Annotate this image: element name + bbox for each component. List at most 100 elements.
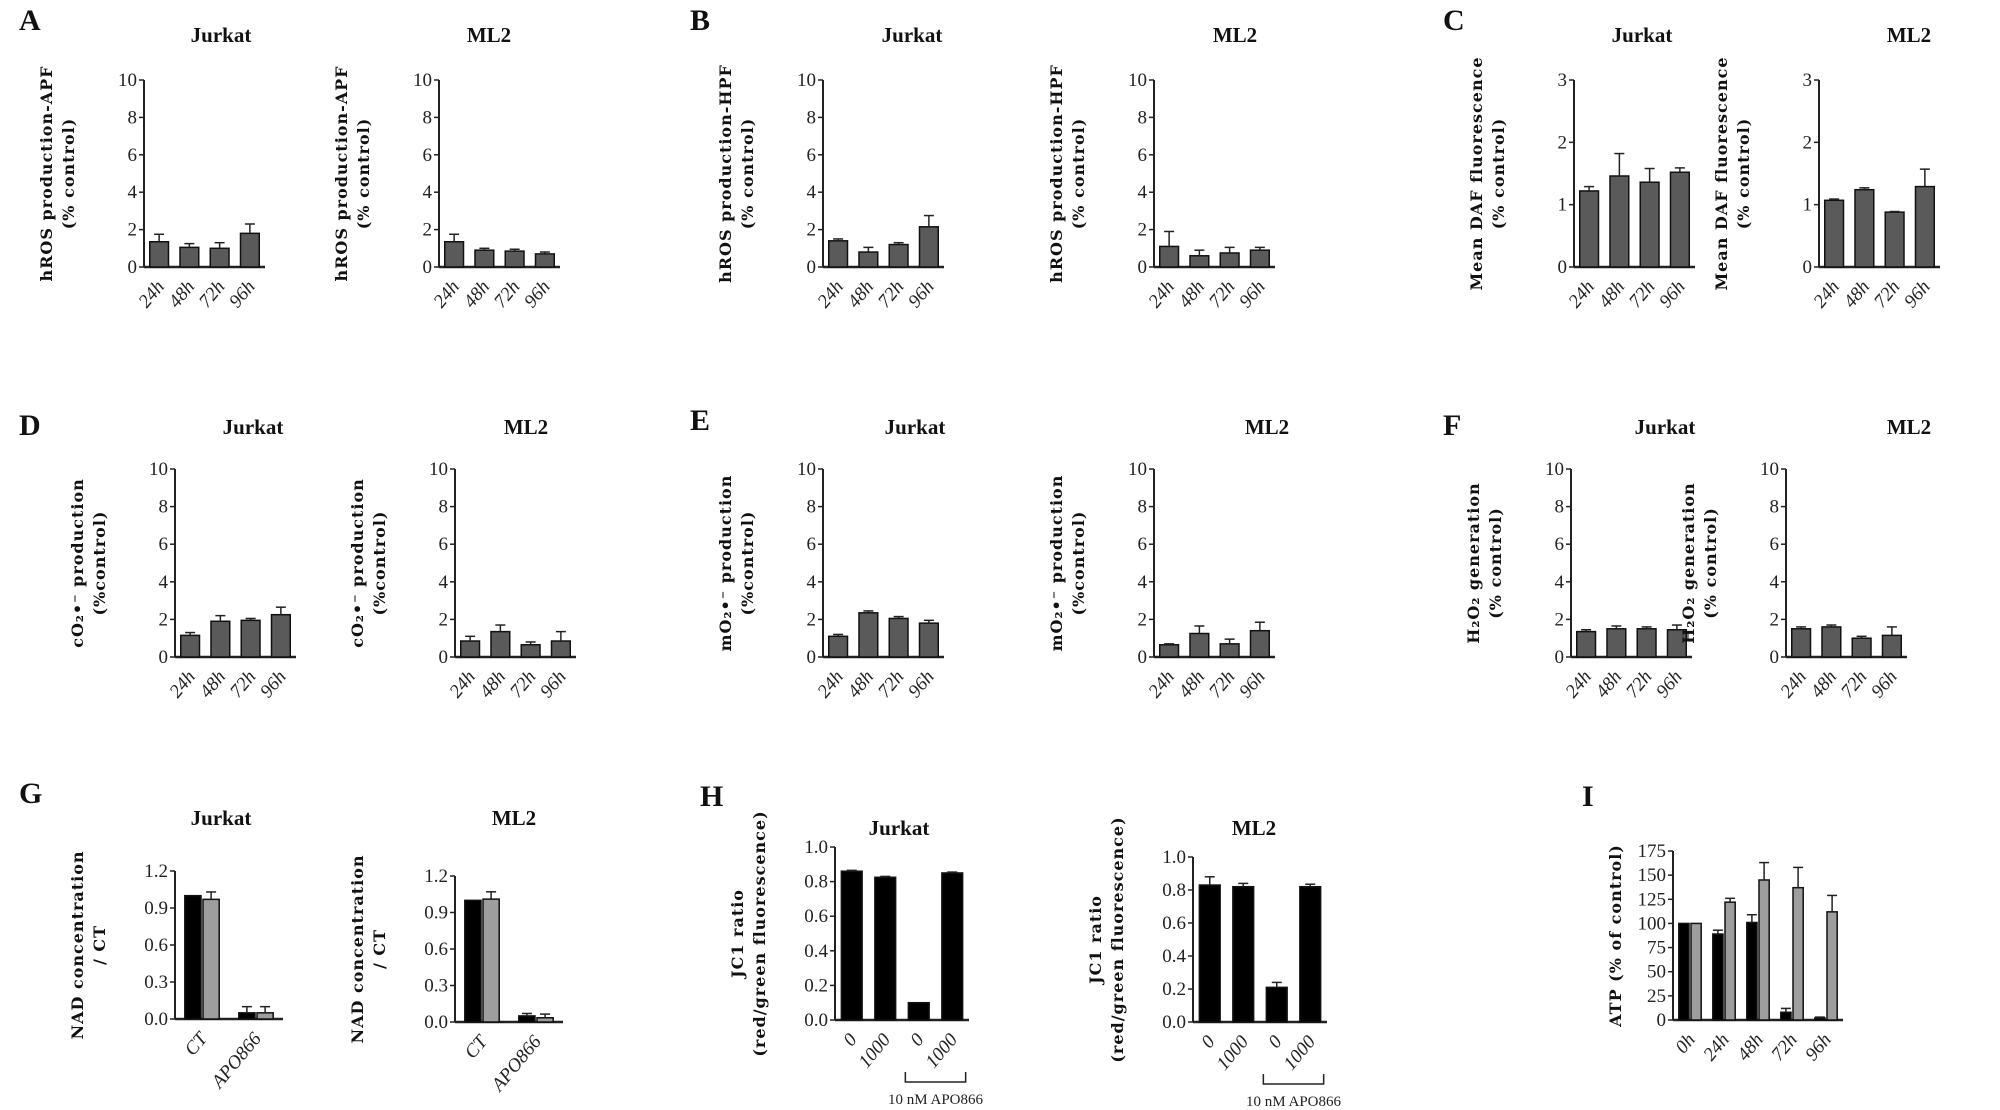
y-tick-label: 4: [807, 572, 817, 593]
bar: [827, 240, 849, 268]
x-tick-label: 96h: [1801, 1030, 1835, 1065]
x-tick-label: 48h: [460, 277, 494, 312]
bar: [840, 870, 863, 1021]
y-tick-label: 4: [1138, 182, 1148, 203]
x-tick-label: 24h: [1562, 667, 1596, 702]
chart-15: H Jurkat JC1 ratio (red/green fluorescence)…: [700, 780, 984, 1108]
bar: [504, 250, 525, 268]
x-tick-label: 0h: [1672, 1030, 1700, 1058]
bar: [1678, 922, 1690, 1021]
chart-10: ML2 mO₂•⁻ production (%control) 0 2 4 6 8 10 24h4…: [1047, 415, 1289, 702]
y-tick-label: 10: [797, 70, 816, 91]
y-tick-label: 1.0: [804, 837, 828, 858]
y-tick-label: 0: [159, 647, 169, 668]
panel-letter: C: [1443, 4, 1465, 37]
bar: [518, 1015, 536, 1023]
y-axis-label: H₂O₂ generation: [1679, 482, 1698, 643]
bar: [202, 898, 220, 1020]
x-tick-label: 72h: [1870, 277, 1904, 312]
x-tick-label: 1000: [855, 1029, 896, 1072]
bar: [1636, 628, 1657, 658]
x-tick-label: 48h: [1175, 277, 1209, 312]
bar: [1758, 879, 1770, 1021]
y-axis-label: (%control): [90, 511, 109, 616]
y-axis-label: (% control): [738, 118, 757, 230]
x-tick-label: 24h: [446, 667, 480, 702]
bar: [1712, 933, 1724, 1021]
bar: [941, 872, 964, 1021]
y-axis-label: (% control): [1069, 118, 1088, 230]
y-tick-label: 0: [128, 257, 138, 278]
y-tick-label: 2: [159, 609, 169, 630]
chart-title: Jurkat: [1635, 415, 1696, 439]
x-tick-label: 96h: [1900, 277, 1934, 312]
bar: [918, 226, 940, 268]
x-tick-label: 48h: [1595, 277, 1629, 312]
y-tick-label: 4: [807, 182, 817, 203]
x-tick-label: 96h: [1867, 667, 1901, 702]
y-tick-label: 0.0: [424, 1012, 448, 1033]
y-axis-label: (%control): [738, 511, 757, 616]
treatment-bracket: [904, 1072, 967, 1083]
y-axis-label: mO₂•⁻ production: [1047, 475, 1066, 652]
bar: [464, 899, 482, 1023]
bar: [209, 247, 230, 268]
y-tick-label: 1: [1558, 195, 1568, 216]
bar: [536, 1016, 554, 1023]
chart-title: Jurkat: [223, 415, 284, 439]
bar: [1851, 637, 1872, 658]
bar: [1790, 628, 1812, 658]
y-tick-label: 10: [149, 459, 168, 480]
bar: [482, 898, 500, 1023]
x-tick-label: 96h: [520, 277, 554, 312]
y-axis-label: hROS production-APF: [332, 65, 351, 281]
x-tick-label: 24h: [166, 667, 200, 702]
y-tick-label: 0: [807, 257, 817, 278]
y-tick-label: 0.9: [424, 903, 448, 924]
y-tick-label: 10: [413, 70, 432, 91]
x-tick-label: 24h: [1565, 277, 1599, 312]
bar: [1746, 921, 1758, 1021]
bar: [858, 612, 879, 658]
y-axis-label: (%control): [370, 511, 389, 616]
y-axis-label: hROS production-APF: [37, 65, 56, 281]
x-tick-label: 48h: [196, 667, 230, 702]
chart-title: ML2: [1232, 816, 1276, 840]
x-tick-label: 1000: [1213, 1031, 1254, 1074]
chart-17: I ATP (% of control) 0 25 50 75 100 125 150 175 0h…: [1582, 780, 1843, 1065]
x-tick-label: 72h: [1622, 667, 1656, 702]
chart-title: Jurkat: [869, 816, 930, 840]
bar: [179, 246, 200, 268]
y-tick-label: 2: [1558, 132, 1568, 153]
bar: [827, 635, 849, 658]
chart-title: Jurkat: [885, 415, 946, 439]
y-axis-label: mO₂•⁻ production: [716, 475, 735, 652]
bar: [1578, 190, 1600, 268]
x-tick-label: 48h: [844, 667, 878, 702]
bar: [1826, 911, 1838, 1021]
y-tick-label: 10: [797, 459, 816, 480]
y-tick-label: 2: [423, 220, 433, 241]
y-axis-label: (% control): [1486, 507, 1505, 619]
bar: [1884, 211, 1905, 268]
y-tick-label: 8: [807, 497, 817, 518]
x-tick-label: 48h: [1807, 667, 1841, 702]
y-tick-label: 6: [423, 145, 433, 166]
x-tick-label: 0: [1264, 1031, 1287, 1052]
panel-letter: A: [19, 4, 41, 37]
bar: [1724, 901, 1736, 1021]
y-tick-label: 6: [1138, 534, 1148, 555]
bar: [1690, 922, 1702, 1021]
bracket-label: 10 nM APO866: [1246, 1094, 1342, 1110]
y-tick-label: 0.4: [1162, 946, 1186, 967]
chart-2: ML2 hROS production-APF (% control) 0 2 4 6 8 10…: [332, 23, 560, 312]
y-axis-label: Mean DAF fluorescence: [1712, 56, 1731, 290]
x-tick-label: 96h: [1235, 277, 1269, 312]
y-tick-label: 2: [439, 609, 449, 630]
chart-5: C Jurkat Mean DAF fluorescence (% control) 0…: [1443, 4, 1695, 312]
y-tick-label: 8: [1138, 107, 1148, 128]
x-tick-label: 48h: [476, 667, 510, 702]
x-tick-label: 1000: [1280, 1031, 1321, 1074]
bar: [520, 644, 541, 658]
